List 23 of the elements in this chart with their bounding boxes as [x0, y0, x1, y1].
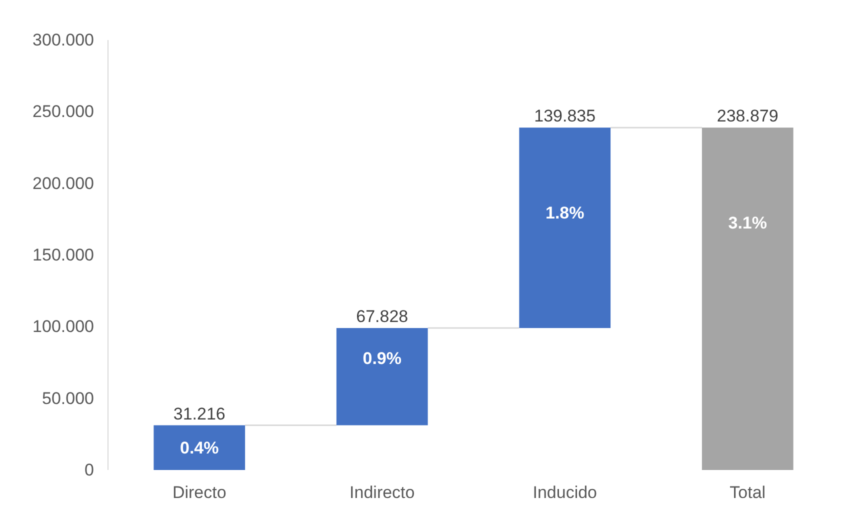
x-tick-label: Total — [730, 483, 766, 502]
annotation: 1.8% — [546, 204, 584, 223]
data-label: 238.879 — [716, 106, 778, 126]
y-tick-label: 0 — [84, 460, 94, 480]
y-tick-label: 50.000 — [42, 388, 94, 408]
data-label: 31.216 — [173, 404, 226, 424]
bar — [702, 128, 794, 470]
annotation: 3.1% — [728, 214, 767, 233]
y-tick-label: 250.000 — [32, 102, 94, 122]
y-tick-label: 300.000 — [32, 30, 94, 50]
x-tick-label: Indirecto — [350, 483, 415, 502]
y-tick-label: 200.000 — [32, 174, 94, 193]
annotation: 0.9% — [362, 348, 402, 368]
data-label: 67.828 — [356, 307, 408, 326]
bar — [154, 425, 246, 470]
annotation: 0.4% — [180, 438, 219, 458]
y-tick-label: 100.000 — [32, 317, 94, 336]
x-tick-label: Inducido — [532, 483, 598, 502]
y-tick-label: 150.000 — [32, 245, 94, 264]
data-label: 139.835 — [534, 106, 596, 126]
x-tick-label: Directo — [172, 483, 226, 502]
bar — [519, 128, 611, 328]
bar — [336, 328, 428, 426]
